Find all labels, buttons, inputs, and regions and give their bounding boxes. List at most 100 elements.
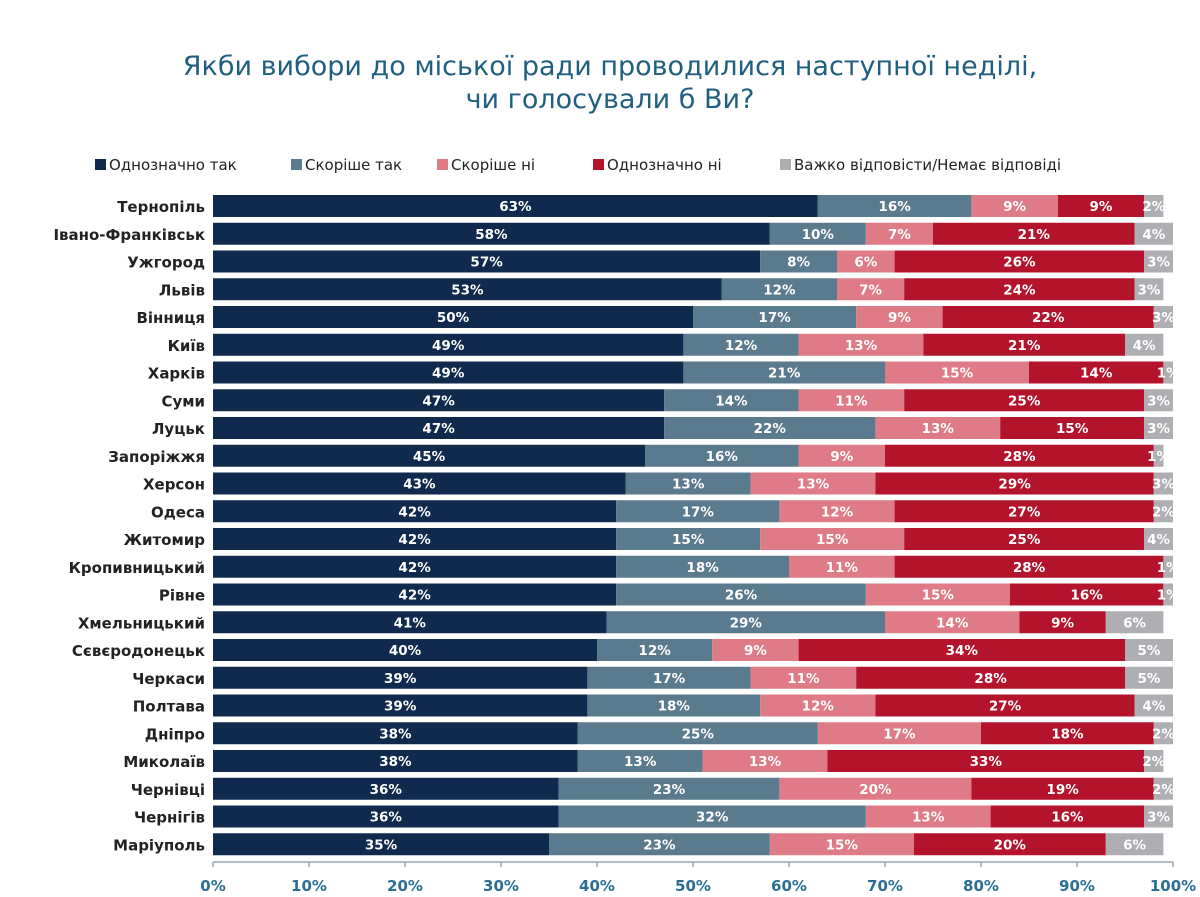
tick-label: 10%	[291, 877, 327, 895]
bar-segment	[904, 528, 1145, 550]
bar-segment	[933, 222, 1135, 245]
bar-segment	[750, 666, 857, 689]
data-label: 14%	[715, 393, 748, 409]
bar-segment	[683, 333, 799, 356]
bar-segment	[1134, 222, 1173, 245]
data-label: 12%	[638, 643, 671, 659]
data-label: 15%	[816, 532, 849, 548]
tick-label: 70%	[867, 877, 903, 895]
data-label: 12%	[725, 338, 758, 354]
category-label: Запоріжжя	[108, 448, 205, 466]
bar-segment	[213, 278, 722, 301]
bar-segment	[1153, 777, 1173, 800]
data-label: 9%	[1051, 615, 1074, 631]
bar-segment	[616, 583, 866, 606]
data-label: 9%	[1090, 199, 1113, 215]
bar-segment	[875, 417, 1001, 439]
data-label: 4%	[1147, 532, 1170, 548]
data-label: 33%	[970, 754, 1003, 770]
bar-segment	[827, 750, 1145, 772]
bar-segment	[213, 528, 617, 550]
data-label: 4%	[1142, 227, 1165, 243]
bar-segment	[971, 195, 1058, 217]
category-label: Тернопіль	[117, 198, 205, 216]
data-label: 27%	[989, 699, 1022, 715]
data-label: 13%	[624, 754, 657, 770]
data-label: 9%	[888, 310, 911, 326]
bars: Тернопіль 63% 16% 9% 9% 2% Івано-Франківськ 58%…	[53, 195, 1180, 856]
data-label: 9%	[1003, 199, 1026, 215]
category-label: Чернігів	[134, 809, 205, 827]
data-label: 17%	[758, 310, 791, 326]
data-label: 25%	[1008, 532, 1041, 548]
bar-segment	[1000, 417, 1145, 439]
bar-segment	[798, 639, 1125, 661]
bar-segment	[1144, 195, 1164, 217]
data-label: 15%	[826, 837, 859, 853]
bar-segment	[1153, 500, 1173, 523]
data-label: 12%	[802, 699, 835, 715]
tick-label: 0%	[200, 877, 225, 895]
data-label: 1%	[1157, 366, 1180, 382]
bar-segment	[875, 694, 1135, 717]
bar-segment	[885, 444, 1154, 467]
bar-segment	[971, 777, 1154, 800]
category-label: Суми	[161, 392, 205, 410]
data-label: 39%	[384, 671, 417, 687]
data-label: 42%	[398, 532, 431, 548]
data-label: 6%	[1123, 615, 1146, 631]
legend: Однозначно так Скоріше так Скоріше ні Одноз…	[95, 156, 1061, 174]
category-label: Чернівці	[131, 781, 205, 799]
data-label: 43%	[403, 477, 436, 493]
legend-label: Важко відповісти/Немає відповіді	[794, 156, 1061, 174]
data-label: 6%	[854, 255, 877, 271]
bar-segment	[1009, 583, 1164, 606]
data-label: 3%	[1152, 310, 1175, 326]
bar-segment	[664, 389, 799, 412]
category-label: Дніпро	[145, 725, 205, 743]
data-label: 17%	[883, 726, 916, 742]
data-label: 25%	[682, 726, 715, 742]
data-label: 21%	[768, 366, 801, 382]
data-label: 13%	[845, 338, 878, 354]
bar-segment	[587, 666, 751, 689]
data-label: 45%	[413, 449, 446, 465]
data-label: 4%	[1133, 338, 1156, 354]
data-label: 41%	[394, 615, 427, 631]
bar-segment	[837, 278, 905, 301]
data-label: 2%	[1142, 754, 1165, 770]
data-label: 49%	[432, 366, 465, 382]
data-label: 39%	[384, 699, 417, 715]
data-label: 32%	[696, 810, 729, 826]
bar-segment	[1153, 472, 1173, 495]
bar-segment	[213, 777, 559, 800]
category-label: Хмельницький	[78, 614, 205, 632]
bar-segment	[894, 555, 1164, 578]
bar-segment	[213, 333, 684, 356]
bar-segment	[645, 444, 799, 467]
data-label: 22%	[754, 421, 787, 437]
bar-segment	[1057, 195, 1145, 217]
data-label: 1%	[1147, 449, 1170, 465]
category-label: Луцьк	[152, 420, 205, 438]
data-label: 2%	[1152, 504, 1175, 520]
data-label: 11%	[787, 671, 820, 687]
data-label: 18%	[686, 560, 719, 576]
bar-segment	[213, 666, 588, 689]
legend-swatch	[437, 159, 448, 170]
data-label: 7%	[859, 282, 882, 298]
data-label: 16%	[1051, 810, 1084, 826]
data-label: 3%	[1152, 477, 1175, 493]
bar-segment	[1134, 278, 1164, 301]
data-label: 42%	[398, 560, 431, 576]
bar-segment	[1153, 722, 1173, 745]
bar-segment	[702, 750, 828, 772]
data-label: 16%	[706, 449, 739, 465]
category-label: Житомир	[124, 531, 206, 549]
data-label: 26%	[725, 588, 758, 604]
bar-segment	[616, 528, 761, 550]
data-label: 14%	[1080, 366, 1113, 382]
category-label: Кропивницький	[69, 559, 205, 577]
bar-segment	[750, 472, 876, 495]
data-label: 15%	[672, 532, 705, 548]
